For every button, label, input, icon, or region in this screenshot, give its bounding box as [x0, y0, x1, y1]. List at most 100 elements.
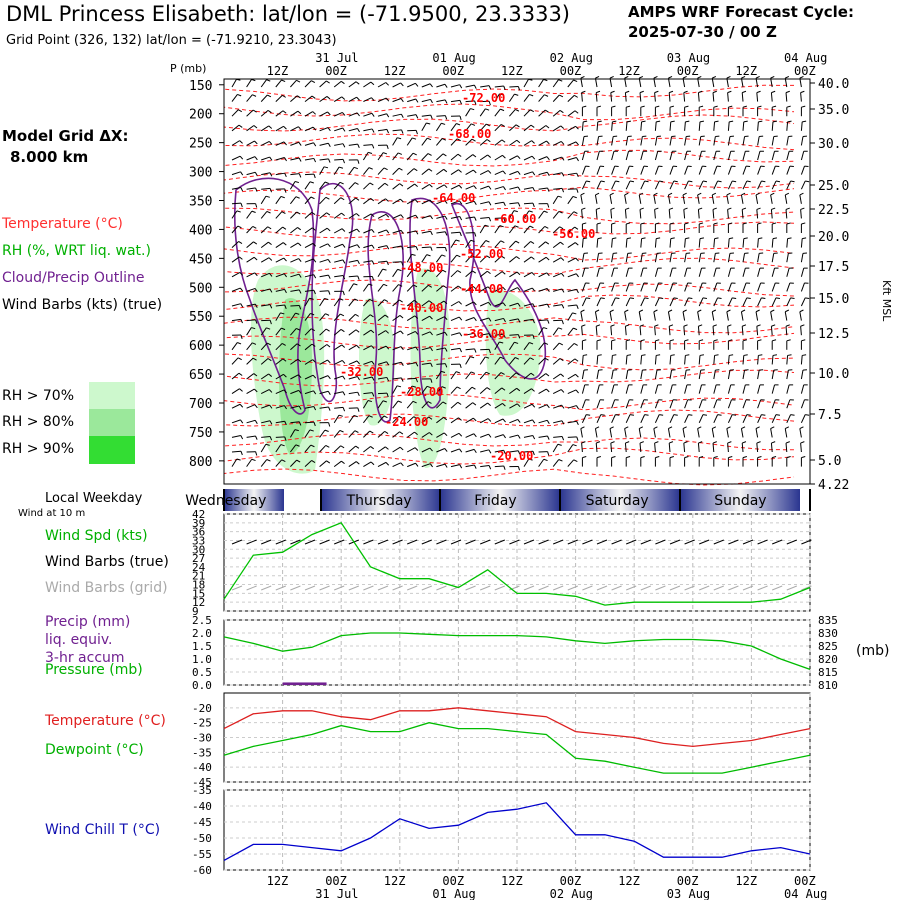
wind-barb-grid: [290, 585, 301, 591]
wind-barb-grid: [626, 585, 637, 591]
grid-point-subtitle: Grid Point (326, 132) lat/lon = (-71.921…: [6, 33, 337, 48]
cloud-outline: [233, 177, 315, 415]
wind-barb-true: [392, 539, 403, 545]
weekday-cell: Thursday: [321, 489, 441, 511]
weekday-name: Thursday: [346, 493, 412, 509]
temperature-contour-label: -52.00: [460, 247, 503, 261]
time-label-bottom: 00Z: [560, 874, 582, 888]
date-label-bottom: 04 Aug: [784, 887, 827, 900]
rh70-swatch: [89, 382, 135, 409]
temperature-isotherm: [223, 279, 795, 297]
wind-barb-grid: [582, 585, 593, 591]
date-label-bottom: 02 Aug: [550, 887, 593, 900]
wind-barb-grid: [407, 585, 418, 591]
weekday-name: Sunday: [714, 493, 766, 509]
height-tick-label: 25.0: [818, 179, 849, 194]
wind-barb-true: [655, 539, 666, 545]
time-label-top: 00Z: [560, 64, 582, 78]
date-label-top: 04 Aug: [784, 51, 827, 65]
y-tick-label: -35: [192, 746, 212, 759]
height-tick-label: 12.5: [818, 327, 849, 342]
temperature-isotherm: [223, 353, 795, 371]
temperature-isotherm: [223, 433, 795, 451]
cloud-outline: [409, 197, 451, 409]
wind-barb-true: [567, 539, 578, 545]
y-tick-label: 1.5: [192, 640, 212, 653]
wind-barb-true: [786, 539, 797, 545]
p-tick-label: 150: [189, 79, 212, 94]
windchill-panel-frame: [223, 789, 811, 871]
p-tick-label: 500: [189, 281, 212, 296]
wind-barb-true: [757, 539, 768, 545]
temperature-contour-label: -68.00: [448, 127, 491, 141]
height-tick-label: 7.5: [818, 408, 841, 423]
legend-cloud: Cloud/Precip Outline: [2, 270, 145, 286]
height-tick-label: 17.5: [818, 260, 849, 275]
temperature-contour-label: -44.00: [460, 282, 503, 296]
y-tick-label: 42: [192, 508, 205, 521]
temperature-isotherm: [223, 243, 795, 261]
wind-barb-true: [246, 539, 257, 545]
legend-rh90: RH > 90%: [2, 441, 75, 457]
weekday-cell: Saturday: [560, 489, 680, 511]
legend-precip-1: Precip (mm): [45, 614, 131, 630]
legend-dewpoint: Dewpoint (°C): [45, 742, 144, 758]
height-tick-label: 40.0: [818, 77, 849, 92]
forecast-cycle: AMPS WRF Forecast Cycle: 2025-07-30 / 00…: [628, 2, 854, 42]
height-tick-label: 4.22: [818, 478, 849, 493]
weekday-cell: Wednesday: [185, 489, 284, 511]
date-label-top: 03 Aug: [667, 51, 710, 65]
legend-wind-barbs-grid: Wind Barbs (grid): [45, 580, 168, 596]
wind-barb-grid: [261, 585, 272, 591]
wind-barb-true: [509, 539, 520, 545]
temperature-isotherm: [223, 221, 795, 239]
rh90-swatch: [89, 436, 135, 464]
y-tick-label: 27: [192, 552, 205, 565]
wind-barb-grid: [363, 585, 374, 591]
wind-barb-grid: [655, 585, 666, 591]
time-label-bottom: 12Z: [501, 874, 523, 888]
legend-temperature: Temperature (°C): [2, 216, 123, 232]
wind-barb-true: [377, 539, 389, 545]
temperature-isotherm: [223, 468, 795, 486]
legend-windchill: Wind Chill T (°C): [45, 822, 161, 838]
y-tick-label: 15: [192, 587, 205, 600]
cycle-value: 2025-07-30 / 00 Z: [628, 23, 777, 41]
date-label-bottom: 01 Aug: [432, 887, 475, 900]
time-label-bottom: 00Z: [794, 874, 816, 888]
wind-barb-grid: [348, 585, 359, 591]
temperature-contour-label: -64.00: [432, 191, 475, 205]
wind-barb-grid: [334, 585, 345, 591]
p-tick-label: 350: [189, 195, 212, 210]
legend-rh80: RH > 80%: [2, 414, 75, 430]
y-tick-label: -45: [192, 776, 212, 789]
windchill-line: [223, 802, 811, 861]
y-tick-label: 0.5: [192, 666, 212, 679]
wind-barb-grid: [436, 585, 447, 591]
wind-barb-true: [304, 539, 316, 545]
wind10-label: Wind at 10 m: [18, 508, 86, 519]
wind-barb-grid: [699, 585, 710, 591]
wind-barb-true: [421, 539, 432, 545]
kft-axis-label: Kft MSL: [880, 280, 893, 322]
wind-barb-true: [699, 539, 710, 545]
wind-barb-grid: [523, 585, 535, 591]
wind-barb-true: [596, 539, 608, 545]
temperature-isotherm: [223, 186, 795, 203]
wind-barb-grid: [713, 585, 724, 591]
y-tick-label: -55: [192, 848, 212, 861]
wind-barb-true: [494, 539, 505, 545]
wind-barb-grid: [669, 585, 681, 591]
height-tick-label: 22.5: [818, 203, 849, 218]
right-tick-label: 825: [818, 640, 838, 653]
wind-barb-true: [275, 539, 286, 545]
p-tick-label: 250: [189, 137, 212, 152]
wind-barb-grid: [596, 585, 608, 591]
wind-barb-grid: [392, 585, 403, 591]
temperature-isotherm: [223, 257, 795, 275]
weekday-cell: Sunday: [680, 489, 800, 511]
wind-barb-true: [523, 539, 535, 545]
cloud-outline: [450, 202, 547, 380]
